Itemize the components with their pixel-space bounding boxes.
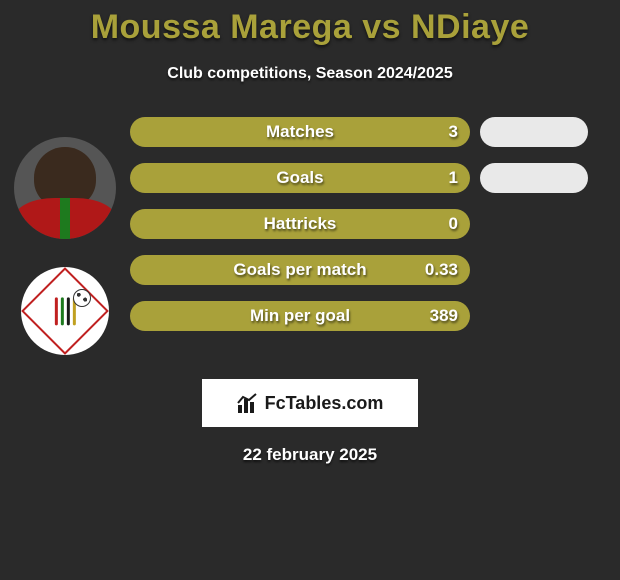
content-row: Matches 3 Goals 1 Hattricks 0 Goals per match 0… bbox=[0, 117, 620, 355]
club-ball-icon bbox=[73, 289, 91, 307]
stat-bar-left: Hattricks 0 bbox=[130, 209, 470, 239]
player-avatar bbox=[14, 137, 116, 239]
stat-value-left: 3 bbox=[449, 122, 458, 142]
club-stripes bbox=[55, 297, 76, 325]
stat-bar-left: Matches 3 bbox=[130, 117, 470, 147]
club-stripe bbox=[67, 297, 70, 325]
stat-row: Hattricks 0 bbox=[130, 209, 610, 239]
stat-row: Goals per match 0.33 bbox=[130, 255, 610, 285]
stat-value-left: 389 bbox=[430, 306, 458, 326]
stat-label: Matches bbox=[266, 122, 334, 142]
comparison-card: Moussa Marega vs NDiaye Club competition… bbox=[0, 0, 620, 465]
club-stripe bbox=[55, 297, 58, 325]
stat-row: Min per goal 389 bbox=[130, 301, 610, 331]
stat-row: Goals 1 bbox=[130, 163, 610, 193]
club-badge-inner bbox=[21, 267, 109, 355]
stat-bar-right bbox=[480, 117, 588, 147]
stat-bar-left: Min per goal 389 bbox=[130, 301, 470, 331]
stat-value-left: 0 bbox=[449, 214, 458, 234]
stat-label: Hattricks bbox=[264, 214, 337, 234]
stat-row: Matches 3 bbox=[130, 117, 610, 147]
stat-value-left: 1 bbox=[449, 168, 458, 188]
stat-label: Goals per match bbox=[233, 260, 366, 280]
brand-text: FcTables.com bbox=[265, 393, 384, 414]
avatar-jersey bbox=[14, 198, 116, 239]
left-column bbox=[0, 117, 130, 355]
stat-label: Min per goal bbox=[250, 306, 350, 326]
page-title: Moussa Marega vs NDiaye bbox=[0, 8, 620, 47]
stat-bar-left: Goals 1 bbox=[130, 163, 470, 193]
bar-chart-icon bbox=[237, 393, 259, 413]
brand-box: FcTables.com bbox=[202, 379, 418, 427]
stat-label: Goals bbox=[276, 168, 323, 188]
date-text: 22 february 2025 bbox=[0, 445, 620, 465]
stat-bar-right bbox=[480, 163, 588, 193]
stats-column: Matches 3 Goals 1 Hattricks 0 Goals per match 0… bbox=[130, 117, 620, 331]
stat-bar-left: Goals per match 0.33 bbox=[130, 255, 470, 285]
club-stripe bbox=[61, 297, 64, 325]
club-badge bbox=[21, 267, 109, 355]
subtitle: Club competitions, Season 2024/2025 bbox=[0, 65, 620, 83]
stat-value-left: 0.33 bbox=[425, 260, 458, 280]
